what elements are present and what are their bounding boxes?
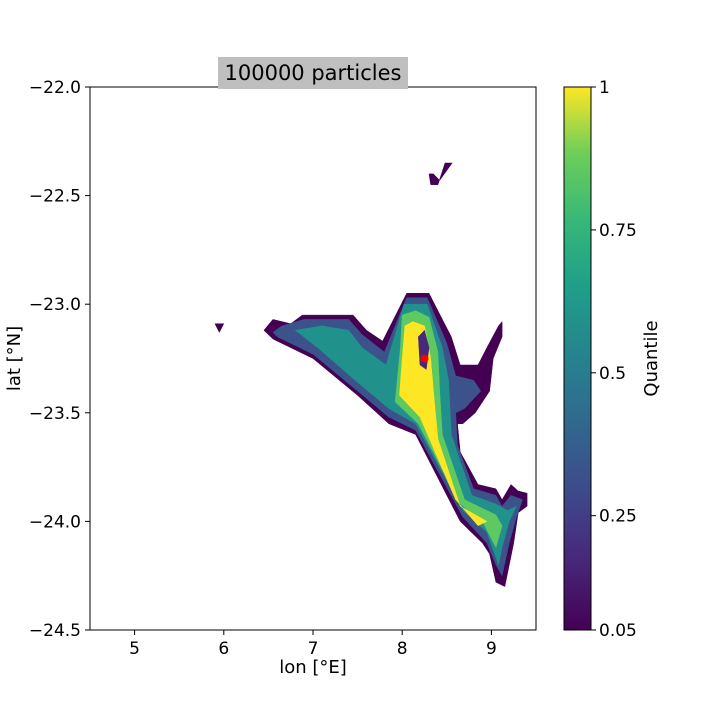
y-tick-label-2: −23.0: [29, 295, 81, 315]
contour-level-1-region-4-0: [399, 321, 488, 526]
colorbar-tick-label-1: 0.75: [599, 221, 637, 241]
y-axis-label: lat [°N]: [4, 326, 25, 391]
y-tick-label-0: −22.0: [29, 78, 81, 98]
colorbar-label: Quantile: [641, 320, 662, 396]
chart-title-box: [218, 57, 408, 89]
colorbar-tick-label-3: 0.25: [599, 507, 637, 527]
x-tick-label-4: 9: [486, 639, 497, 659]
colorbar-tick-label-4: 0.05: [599, 621, 637, 641]
chart-title: 100000 particles: [225, 61, 402, 85]
y-tick-label-5: −24.5: [29, 621, 81, 641]
colorbar: 1 0.75 0.5 0.25 0.05 Quantile: [563, 78, 662, 641]
colorbar-gradient: [563, 86, 592, 631]
x-tick-label-0: 5: [129, 639, 140, 659]
colorbar-tick-label-0: 1: [599, 78, 610, 98]
x-axis: 5 6 7 8 9: [129, 630, 497, 659]
y-axis: −22.0 −22.5 −23.0 −23.5 −24.0 −24.5: [29, 78, 90, 641]
y-tick-label-4: −24.0: [29, 512, 81, 532]
contour-level-0_05-region-0-1: [214, 323, 225, 333]
x-axis-label: lon [°E]: [279, 657, 347, 678]
release-point-marker: [420, 354, 429, 363]
x-tick-label-2: 7: [308, 639, 319, 659]
chart-title-group: 100000 particles: [218, 57, 408, 89]
contour-level-0_05-region-0-0: [428, 162, 453, 185]
y-tick-label-1: −22.5: [29, 187, 81, 207]
colorbar-ticks: 1 0.75 0.5 0.25 0.05: [591, 78, 637, 641]
contour-layer: [214, 162, 528, 587]
x-tick-label-3: 8: [397, 639, 408, 659]
x-tick-label-1: 6: [218, 639, 229, 659]
y-tick-label-3: −23.5: [29, 404, 81, 424]
colorbar-tick-label-2: 0.5: [599, 364, 626, 384]
